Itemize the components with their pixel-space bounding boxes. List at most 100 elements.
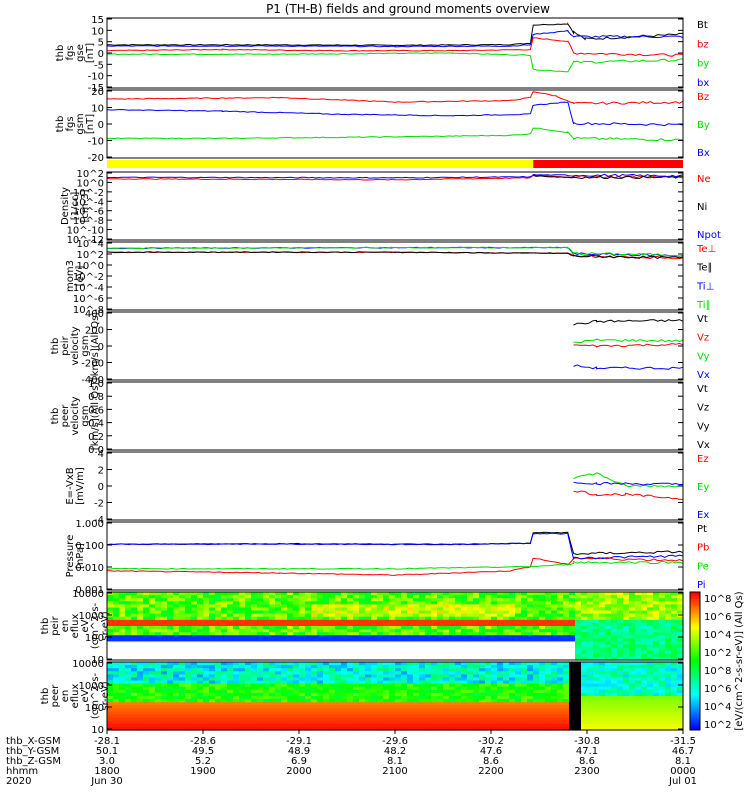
spectrogram-cell [221,702,228,706]
spectrogram-cell [329,714,336,719]
spectrogram-cell [497,601,504,605]
spectrogram-cell [347,680,354,685]
spectrogram-cell [197,613,204,618]
spectrogram-cell [215,598,222,602]
spectrogram-cell [251,668,258,672]
spectrogram-cell [143,622,150,627]
spectrogram-cell [287,665,294,669]
spectrogram-cell [503,720,510,725]
spectrogram-cell [383,604,390,609]
spectrogram-cell [665,711,672,716]
spectrogram-cell [149,650,156,655]
spectrogram-cell [509,635,516,639]
spectrogram-cell [227,705,234,709]
spectrogram-cell [179,595,186,599]
spectrogram-cell [119,720,126,725]
spectrogram-cell [527,644,534,649]
spectrogram-cell [419,632,426,636]
spectrogram-cell [221,607,228,612]
spectrogram-cell [641,616,648,621]
spectrogram-cell [125,696,132,700]
spectrogram-cell [401,656,408,661]
spectrogram-cell [233,619,240,624]
spectrogram-cell [491,629,498,633]
spectrogram-cell [329,686,336,691]
spectrogram-cell [665,662,672,666]
spectrogram-cell [467,629,474,633]
spectrogram-cell [623,686,630,691]
spectrogram-cell [623,696,630,700]
spectrogram-cell [629,598,636,602]
spectrogram-cell [293,613,300,618]
spectrogram-cell [281,626,288,630]
spectrogram-cell [521,699,528,703]
spectrogram-cell [503,644,510,649]
spectrogram-cell [275,598,282,602]
spectrogram-cell [527,662,534,666]
spectrogram-cell [545,613,552,618]
spectrogram-cell [449,592,456,596]
spectrogram-cell [227,683,234,688]
spectrogram-cell [641,626,648,630]
spectrogram-cell [119,613,126,618]
spectrogram-cell [413,680,420,685]
spectrogram-cell [155,708,162,713]
spectrogram-cell [485,653,492,658]
spectrogram-cell [155,705,162,709]
spectrogram-cell [377,644,384,649]
spectrogram-cell [617,708,624,713]
spectrogram-cell [281,680,288,685]
spectrogram-cell [515,717,522,722]
spectrogram-cell [491,674,498,679]
spectrogram-cell [203,635,210,639]
spectrogram-cell [263,680,270,685]
spectrogram-cell [539,653,546,658]
spectrogram-cell [125,622,132,627]
spectrogram-cell [155,668,162,672]
spectrogram-cell [263,705,270,709]
spectrogram-cell [107,671,114,675]
spectrogram-cell [647,607,654,612]
spectrogram-cell [263,641,270,646]
spectrogram-cell [131,665,138,669]
spectrogram-cell [125,726,132,731]
spectrogram-cell [443,726,450,731]
spectrogram-cell [209,610,216,615]
spectrogram-cell [113,689,120,694]
spectrogram-cell [671,705,678,709]
spectrogram-cell [179,726,186,731]
spectrogram-cell [557,592,564,596]
spectrogram-cell [575,635,582,639]
spectrogram-cell [125,592,132,596]
spectrogram-cell [461,708,468,713]
spectrogram-cell [449,717,456,722]
spectrogram-cell [401,702,408,706]
spectrogram-cell [281,647,288,652]
spectrogram-cell [305,671,312,675]
spectrogram-cell [179,711,186,716]
spectrogram-cell [443,711,450,716]
spectrogram-cell [383,601,390,605]
spectrogram-cell [287,686,294,691]
spectrogram-cell [179,720,186,725]
spectrogram-cell [611,622,618,627]
spectrogram-cell [167,647,174,652]
spectrogram-cell [209,622,216,627]
spectrogram-cell [137,650,144,655]
spectrogram-cell [185,622,192,627]
spectrogram-cell [311,641,318,646]
spectrogram-cell [479,613,486,618]
spectrogram-cell [143,711,150,716]
spectrogram-cell [575,601,582,605]
spectrogram-cell [575,723,582,728]
spectrogram-cell [425,650,432,655]
spectrogram-cell [281,711,288,716]
spectrogram-cell [173,723,180,728]
spectrogram-cell [305,595,312,599]
spectrogram-cell [239,689,246,694]
spectrogram-cell [365,702,372,706]
spectrogram-cell [377,619,384,624]
spectrogram-cell [533,647,540,652]
y-tick-label: -15 [88,83,104,94]
spectrogram-cell [353,668,360,672]
